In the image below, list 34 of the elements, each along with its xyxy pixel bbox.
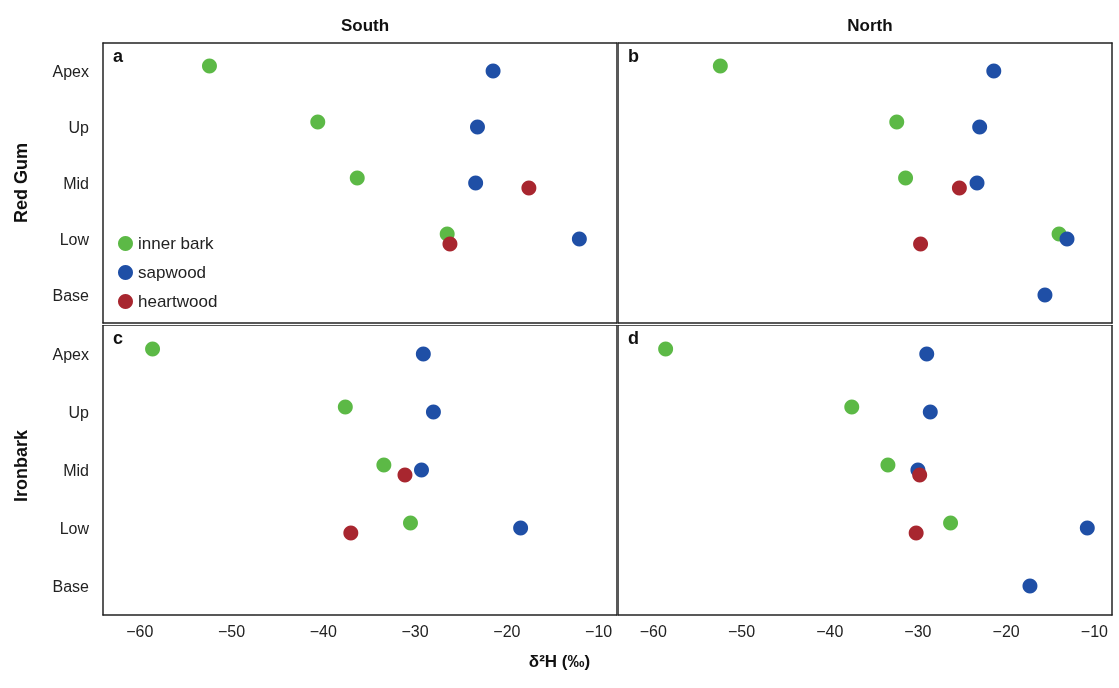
y-tick-label: Apex (52, 62, 89, 80)
x-tick-label: −60 (126, 622, 154, 640)
y-axis-title: Red Gum (11, 142, 31, 224)
x-tick-label: −20 (493, 622, 521, 640)
legend-label: sapwood (138, 263, 207, 282)
y-tick-label: Mid (63, 461, 89, 479)
x-tick-label: −30 (401, 622, 429, 640)
annotation: b (628, 46, 639, 66)
annotation: d (628, 328, 639, 348)
legend-label: inner bark (138, 234, 215, 253)
annotation: c (113, 328, 124, 348)
chart-title: North (847, 16, 893, 35)
legend-label: heartwood (138, 292, 218, 311)
x-tick-label: −50 (727, 622, 756, 640)
annotation: a (113, 46, 124, 66)
x-axis-title: δ²H (‰) (527, 652, 592, 672)
chart-title: South (340, 16, 390, 35)
x-tick-label: −20 (992, 622, 1020, 640)
y-axis-title: Ironbark (11, 429, 31, 503)
x-tick-label: −60 (639, 622, 667, 640)
x-tick-label: −10 (585, 622, 613, 640)
y-tick-label: Low (59, 230, 90, 248)
y-tick-label: Low (59, 519, 90, 537)
y-tick-label: Up (68, 118, 90, 136)
x-tick-label: −50 (217, 622, 246, 640)
y-tick-label: Base (52, 577, 90, 595)
y-tick-label: Apex (52, 345, 89, 363)
y-tick-label: Up (68, 403, 90, 421)
x-tick-label: −10 (1080, 622, 1109, 640)
x-tick-label: −30 (904, 622, 932, 640)
y-tick-label: Mid (63, 174, 89, 192)
x-tick-label: −40 (309, 622, 337, 640)
x-tick-label: −40 (816, 622, 844, 640)
y-tick-label: Base (52, 286, 90, 304)
